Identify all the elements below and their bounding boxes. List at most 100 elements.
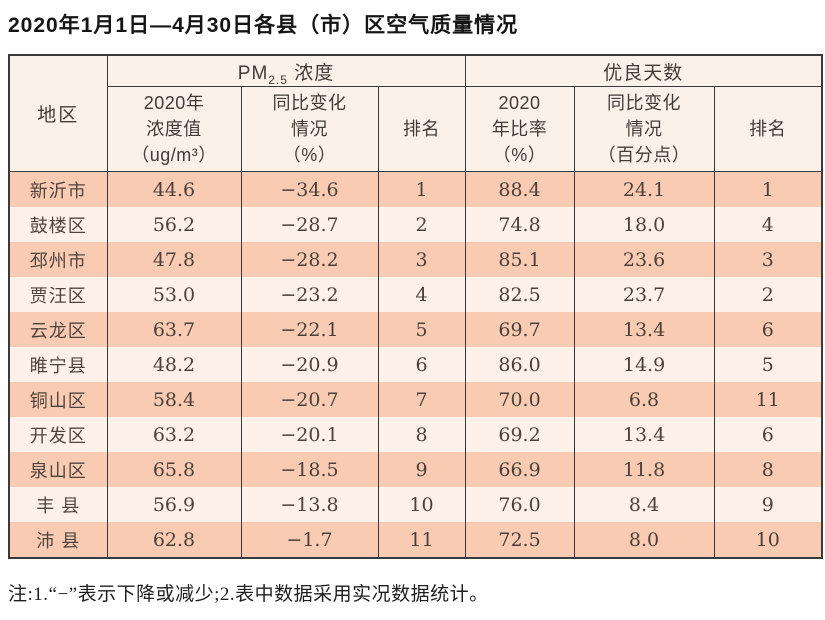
cell-gd_rank: 2: [713, 277, 823, 313]
cell-region: 沛 县: [8, 522, 108, 559]
cell-pm_rank: 4: [377, 277, 466, 313]
cell-pm_rank: 6: [377, 347, 466, 383]
cell-region: 云龙区: [8, 312, 108, 348]
cell-pm_rank: 11: [377, 522, 466, 559]
cell-pm_change: −34.6: [240, 171, 379, 208]
cell-pm_rank: 7: [377, 382, 466, 418]
air-quality-table: 地区 PM2.5 浓度 优良天数 2020年 浓度值 （ug/m³） 同比变化 …: [8, 54, 824, 560]
cell-gd_change: 11.8: [573, 452, 715, 488]
cell-gd_change: 6.8: [573, 382, 715, 418]
table-body: 新沂市 44.6 −34.6 1 88.4 24.1 1 鼓楼区 56.2 −28.7 2 74.8 1…: [8, 171, 823, 559]
cell-pm_value: 65.8: [106, 452, 242, 488]
cell-gd_change: 13.4: [573, 417, 715, 453]
cell-region: 睢宁县: [8, 347, 108, 383]
table-row: 睢宁县 48.2 −20.9 6 86.0 14.9 5: [8, 347, 823, 383]
cell-gd_rank: 1: [713, 171, 823, 208]
cell-gd_rank: 6: [713, 417, 823, 453]
cell-gd_rank: 11: [713, 382, 823, 418]
header-pm25-group: PM2.5 浓度: [106, 54, 466, 88]
pm25-label-subscript: 2.5: [268, 72, 288, 87]
cell-gd_rate: 85.1: [464, 242, 575, 278]
cell-gd_rate: 86.0: [464, 347, 575, 383]
cell-pm_rank: 2: [377, 207, 466, 243]
cell-gd_rank: 4: [713, 207, 823, 243]
cell-pm_rank: 3: [377, 242, 466, 278]
cell-pm_change: −1.7: [240, 522, 379, 559]
table-row: 贾汪区 53.0 −23.2 4 82.5 23.7 2: [8, 277, 823, 313]
cell-gd_rank: 8: [713, 452, 823, 488]
cell-gd_rate: 69.7: [464, 312, 575, 348]
cell-pm_rank: 5: [377, 312, 466, 348]
cell-pm_value: 53.0: [106, 277, 242, 313]
table-row: 沛 县 62.8 −1.7 11 72.5 8.0 10: [8, 522, 823, 559]
cell-pm_value: 48.2: [106, 347, 242, 383]
cell-region: 铜山区: [8, 382, 108, 418]
cell-gd_rate: 69.2: [464, 417, 575, 453]
pm25-label-suffix: 浓度: [287, 62, 335, 84]
cell-region: 开发区: [8, 417, 108, 453]
cell-gd_rank: 3: [713, 242, 823, 278]
cell-pm_change: −23.2: [240, 277, 379, 313]
table-row: 丰 县 56.9 −13.8 10 76.0 8.4 9: [8, 487, 823, 523]
cell-pm_rank: 8: [377, 417, 466, 453]
cell-gd_change: 24.1: [573, 171, 715, 208]
cell-gd_change: 14.9: [573, 347, 715, 383]
table-header: 地区 PM2.5 浓度 优良天数 2020年 浓度值 （ug/m³） 同比变化 …: [8, 54, 823, 173]
header-region: 地区: [8, 54, 108, 173]
header-gooddays-group: 优良天数: [464, 54, 823, 88]
cell-gd_rate: 72.5: [464, 522, 575, 559]
table-row: 鼓楼区 56.2 −28.7 2 74.8 18.0 4: [8, 207, 823, 243]
cell-gd_rate: 82.5: [464, 277, 575, 313]
cell-pm_change: −22.1: [240, 312, 379, 348]
cell-pm_value: 63.7: [106, 312, 242, 348]
header-pm-rank: 排名: [377, 86, 466, 173]
cell-pm_change: −18.5: [240, 452, 379, 488]
pm25-label-prefix: PM: [237, 62, 269, 84]
cell-pm_value: 58.4: [106, 382, 242, 418]
table-row: 开发区 63.2 −20.1 8 69.2 13.4 6: [8, 417, 823, 453]
cell-pm_value: 44.6: [106, 171, 242, 208]
cell-pm_change: −20.9: [240, 347, 379, 383]
cell-gd_change: 8.4: [573, 487, 715, 523]
header-group-row: 地区 PM2.5 浓度 优良天数: [8, 54, 823, 173]
cell-pm_change: −13.8: [240, 487, 379, 523]
cell-gd_change: 13.4: [573, 312, 715, 348]
table-row: 新沂市 44.6 −34.6 1 88.4 24.1 1: [8, 171, 823, 208]
cell-gd_change: 18.0: [573, 207, 715, 243]
cell-pm_rank: 9: [377, 452, 466, 488]
page-title: 2020年1月1日—4月30日各县（市）区空气质量情况: [8, 14, 519, 37]
cell-gd_rank: 6: [713, 312, 823, 348]
table-row: 泉山区 65.8 −18.5 9 66.9 11.8 8: [8, 452, 823, 488]
table-row: 铜山区 58.4 −20.7 7 70.0 6.8 11: [8, 382, 823, 418]
header-pm-change: 同比变化 情况 （%）: [240, 86, 379, 173]
cell-region: 贾汪区: [8, 277, 108, 313]
cell-pm_change: −28.2: [240, 242, 379, 278]
cell-pm_rank: 10: [377, 487, 466, 523]
header-gd-change: 同比变化 情况 （百分点）: [573, 86, 715, 173]
cell-pm_value: 47.8: [106, 242, 242, 278]
cell-gd_rank: 9: [713, 487, 823, 523]
cell-pm_change: −20.7: [240, 382, 379, 418]
cell-gd_change: 23.7: [573, 277, 715, 313]
cell-pm_value: 56.9: [106, 487, 242, 523]
cell-gd_rate: 74.8: [464, 207, 575, 243]
cell-gd_rate: 88.4: [464, 171, 575, 208]
cell-region: 新沂市: [8, 171, 108, 208]
cell-pm_change: −20.1: [240, 417, 379, 453]
cell-pm_value: 56.2: [106, 207, 242, 243]
cell-region: 泉山区: [8, 452, 108, 488]
cell-pm_value: 63.2: [106, 417, 242, 453]
cell-gd_rate: 66.9: [464, 452, 575, 488]
header-pm-value: 2020年 浓度值 （ug/m³）: [106, 86, 242, 173]
cell-gd_rate: 70.0: [464, 382, 575, 418]
header-gd-rate: 2020 年比率 （%）: [464, 86, 575, 173]
cell-pm_change: −28.7: [240, 207, 379, 243]
table-row: 邳州市 47.8 −28.2 3 85.1 23.6 3: [8, 242, 823, 278]
cell-region: 鼓楼区: [8, 207, 108, 243]
cell-gd_rank: 5: [713, 347, 823, 383]
footnote: 注:1.“−”表示下降或减少;2.表中数据采用实况数据统计。: [8, 584, 489, 606]
cell-gd_change: 23.6: [573, 242, 715, 278]
cell-region: 邳州市: [8, 242, 108, 278]
header-gd-rank: 排名: [713, 86, 823, 173]
